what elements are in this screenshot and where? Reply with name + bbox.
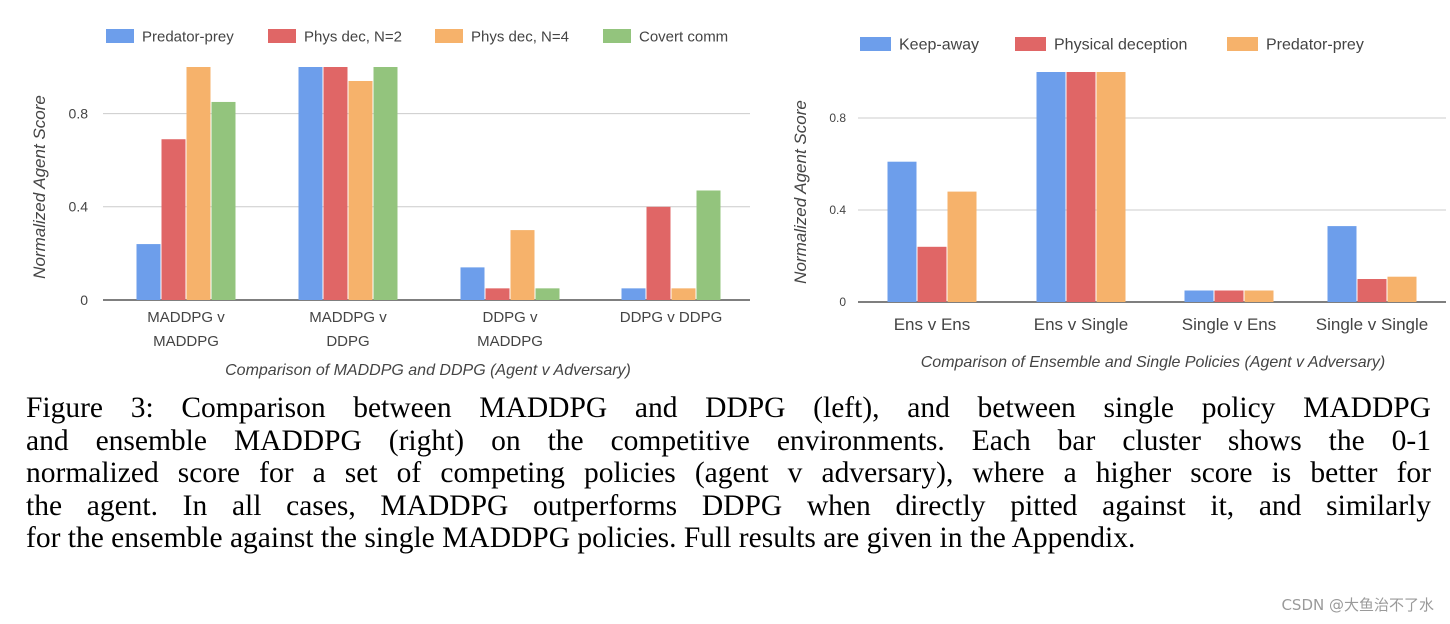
- category-label: MADDPG v: [147, 309, 225, 326]
- legend-swatch: [860, 37, 891, 51]
- bar-predator-prey: [460, 267, 485, 300]
- category-label: DDPG v: [482, 309, 538, 326]
- caption-line: for the ensemble against the single MADD…: [26, 522, 1136, 554]
- y-axis-title: Normalized Agent Score: [30, 95, 49, 279]
- bar-phys-dec-n-4: [348, 80, 373, 300]
- bar-covert-comm: [696, 190, 721, 300]
- legend-swatch: [268, 29, 296, 43]
- category-label: DDPG: [326, 333, 369, 350]
- caption-line: the agent. In all cases, MADDPG outperfo…: [26, 489, 1431, 522]
- x-axis-title: Comparison of Ensemble and Single Polici…: [921, 354, 1386, 371]
- bar-phys-dec-n-2: [485, 288, 510, 300]
- y-tick-label: 0.4: [69, 199, 89, 215]
- bar-covert-comm: [373, 67, 398, 300]
- y-tick-label: 0.4: [829, 203, 846, 217]
- category-label: Single v Single: [1316, 315, 1428, 334]
- category-label: Ens v Ens: [894, 315, 971, 334]
- bar-predator-prey: [1096, 72, 1126, 302]
- bar-phys-dec-n-4: [671, 288, 696, 300]
- legend-swatch: [435, 29, 463, 43]
- legend-swatch: [603, 29, 631, 43]
- legend-swatch: [1227, 37, 1258, 51]
- y-tick-label: 0: [839, 295, 846, 309]
- bar-phys-dec-n-2: [646, 206, 671, 300]
- y-tick-label: 0.8: [69, 106, 89, 122]
- bar-predator-prey: [136, 244, 161, 300]
- caption-line: and ensemble MADDPG (right) on the compe…: [26, 424, 1431, 457]
- bar-phys-dec-n-2: [161, 139, 186, 300]
- bar-keep-away: [887, 161, 917, 302]
- bar-physical-deception: [917, 246, 947, 302]
- bar-phys-dec-n-2: [323, 67, 348, 300]
- y-tick-label: 0.8: [829, 111, 846, 125]
- x-axis-title: Comparison of MADDPG and DDPG (Agent v A…: [225, 362, 631, 379]
- figure-caption: Figure 3: Comparison between MADDPG and …: [26, 392, 1431, 555]
- legend-label: Covert comm: [639, 28, 728, 45]
- legend-swatch: [106, 29, 134, 43]
- caption-line: normalized score for a set of competing …: [26, 457, 1431, 489]
- category-label: Ens v Single: [1034, 315, 1129, 334]
- bar-physical-deception: [1214, 290, 1244, 302]
- bar-predator-prey: [1387, 276, 1417, 302]
- bar-predator-prey: [621, 288, 646, 300]
- category-label: MADDPG: [477, 333, 543, 350]
- bar-keep-away: [1327, 226, 1357, 302]
- bar-phys-dec-n-4: [510, 230, 535, 300]
- bar-physical-deception: [1066, 72, 1096, 302]
- legend-label: Physical deception: [1054, 37, 1187, 54]
- legend-label: Phys dec, N=4: [471, 28, 569, 45]
- legend-label: Predator-prey: [142, 28, 234, 45]
- bar-physical-deception: [1357, 279, 1387, 302]
- watermark: CSDN @大鱼治不了水: [1281, 596, 1434, 614]
- legend-label: Predator-prey: [1266, 37, 1364, 54]
- category-label: MADDPG v: [309, 309, 387, 326]
- bar-predator-prey: [1244, 290, 1274, 302]
- bar-phys-dec-n-4: [186, 67, 211, 300]
- category-label: MADDPG: [153, 333, 219, 350]
- bar-predator-prey: [298, 67, 323, 300]
- legend-swatch: [1015, 37, 1046, 51]
- bar-keep-away: [1036, 72, 1066, 302]
- y-tick-label: 0: [80, 292, 88, 308]
- bar-covert-comm: [535, 288, 560, 300]
- figure-charts: 0 0.4 0.8 MADDPG v MADDPG MADDPG v DDPG DDPG v M…: [30, 28, 1446, 379]
- bar-keep-away: [1184, 290, 1214, 302]
- bar-covert-comm: [211, 101, 236, 300]
- category-label: Single v Ens: [1182, 315, 1277, 334]
- y-axis-title: Normalized Agent Score: [791, 100, 810, 284]
- caption-line: Figure 3: Comparison between MADDPG and …: [26, 392, 1431, 424]
- legend-label: Phys dec, N=2: [304, 28, 402, 45]
- bar-predator-prey: [947, 191, 977, 302]
- legend-label: Keep-away: [899, 37, 979, 54]
- category-label: DDPG v DDPG: [620, 309, 723, 326]
